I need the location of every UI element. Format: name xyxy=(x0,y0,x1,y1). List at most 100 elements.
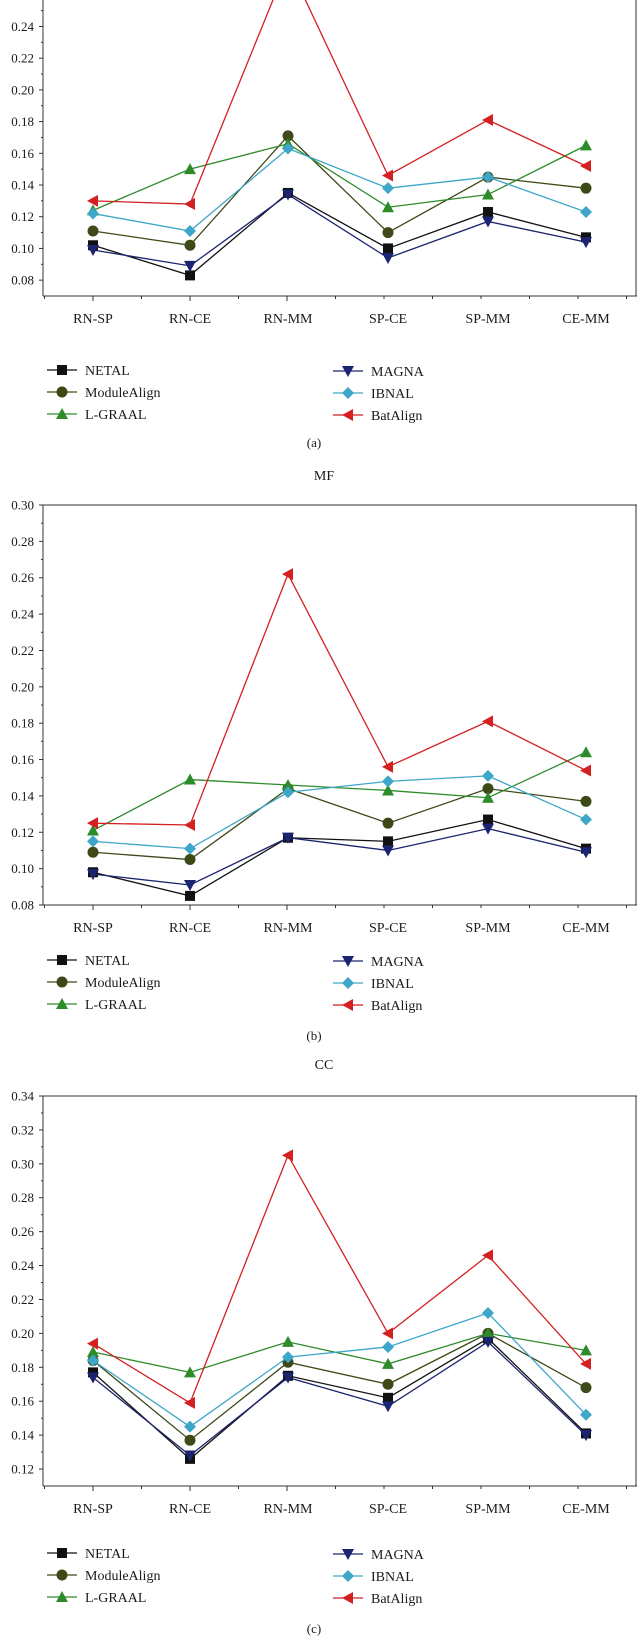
legend-item-l-graal: L-GRAAL xyxy=(47,998,146,1013)
x-tick-label: SP-MM xyxy=(465,921,511,936)
data-point-netal xyxy=(185,890,195,901)
legend-marker-batalign xyxy=(342,409,353,421)
chart-title: MF xyxy=(314,469,334,484)
data-point-ibnal xyxy=(184,1420,196,1433)
data-point-netal xyxy=(185,270,195,281)
legend-item-l-graal: L-GRAAL xyxy=(47,408,146,423)
legend-item-modulealign: ModuleAlign xyxy=(47,386,160,401)
legend-item-ibnal: IBNAL xyxy=(333,977,414,992)
legend-item-modulealign: ModuleAlign xyxy=(47,976,160,991)
data-point-batalign xyxy=(282,1149,293,1162)
data-point-magna xyxy=(282,1372,294,1384)
data-point-magna xyxy=(87,245,99,257)
data-point-netal xyxy=(483,206,493,217)
series-line-l-graal xyxy=(92,143,587,211)
data-point-batalign xyxy=(580,159,591,172)
data-point-l-graal xyxy=(580,746,592,758)
data-point-l-graal xyxy=(382,201,394,213)
legend-label: NETAL xyxy=(85,1547,130,1562)
legend-marker-l-graal xyxy=(56,1591,68,1602)
panel-caption: (b) xyxy=(306,1028,321,1043)
data-point-magna xyxy=(282,832,294,844)
x-tick-label: SP-CE xyxy=(369,312,407,327)
legend-item-modulealign: ModuleAlign xyxy=(47,1569,160,1584)
series-line-netal xyxy=(92,818,587,897)
data-point-magna xyxy=(382,1401,394,1413)
y-tick-label: 0.24 xyxy=(11,1258,34,1273)
data-point-modulealign xyxy=(382,817,394,829)
x-tick-label: RN-CE xyxy=(169,1502,211,1517)
data-point-l-graal xyxy=(482,188,494,200)
series-line-magna xyxy=(92,193,587,267)
data-point-magna xyxy=(282,189,294,201)
data-point-magna xyxy=(580,1430,592,1442)
x-tick-label: RN-MM xyxy=(263,312,313,327)
series-line-modulealign xyxy=(92,1332,587,1442)
legend-marker-ibnal xyxy=(342,387,354,399)
panel-caption: (a) xyxy=(307,435,321,450)
legend-marker-ibnal xyxy=(342,977,354,989)
x-tick-label: SP-CE xyxy=(369,1502,407,1517)
data-point-batalign xyxy=(87,1337,98,1350)
data-point-batalign xyxy=(482,114,493,127)
data-point-modulealign xyxy=(282,130,294,142)
series-line-ibnal xyxy=(92,147,587,232)
data-point-l-graal xyxy=(580,139,592,151)
series-line-netal xyxy=(92,1337,587,1460)
data-point-batalign xyxy=(580,1357,591,1370)
series-line-magna xyxy=(92,827,587,886)
data-point-ibnal xyxy=(282,1351,294,1364)
y-tick-label: 0.28 xyxy=(11,1190,34,1205)
data-point-batalign xyxy=(87,817,98,830)
y-tick-label: 0.10 xyxy=(11,861,34,876)
data-point-l-graal xyxy=(184,163,196,175)
data-point-ibnal xyxy=(580,1408,592,1421)
y-tick-label: 0.18 xyxy=(11,716,34,731)
data-point-l-graal xyxy=(87,824,99,836)
x-tick-label: RN-CE xyxy=(169,921,211,936)
legend-label: IBNAL xyxy=(371,387,414,402)
legend-label: L-GRAAL xyxy=(85,998,146,1013)
y-tick-label: 0.26 xyxy=(11,1224,34,1239)
data-point-magna xyxy=(184,1450,196,1462)
chart-panel-c: CC 0.12 0.14 0.16 0.18 0.20 0.22 0.24 0.26 0.28 0.… xyxy=(11,1058,637,1636)
data-point-l-graal xyxy=(482,791,494,803)
x-tick-label: RN-SP xyxy=(73,312,113,327)
data-point-ibnal xyxy=(282,142,294,155)
legend-marker-modulealign xyxy=(56,976,68,988)
y-tick-label: 0.28 xyxy=(11,534,34,549)
legend-label: L-GRAAL xyxy=(85,1591,146,1606)
x-tick-label: RN-MM xyxy=(263,921,313,936)
y-tick-label: 0.12 xyxy=(11,209,34,224)
chart-title: CC xyxy=(315,1058,334,1073)
series-line-ibnal xyxy=(92,775,587,850)
legend-label: L-GRAAL xyxy=(85,408,146,423)
y-tick-label: 0.18 xyxy=(11,1360,34,1375)
chart-panel-b: MF 0.08 0.10 0.12 0.14 0.16 0.18 0.20 0.22 0.24 0.… xyxy=(11,469,637,1043)
series-line-l-graal xyxy=(92,1332,587,1374)
y-tick-label: 0.20 xyxy=(11,82,34,97)
x-tick-label: SP-CE xyxy=(369,921,407,936)
series-line-ibnal xyxy=(92,1312,587,1428)
y-tick-label: 0.14 xyxy=(11,178,34,193)
x-tick-label: RN-CE xyxy=(169,312,211,327)
legend-item-batalign: BatAlign xyxy=(333,409,422,424)
legend-label: IBNAL xyxy=(371,977,414,992)
data-point-batalign xyxy=(184,819,195,831)
legend-label: ModuleAlign xyxy=(85,976,160,991)
data-point-magna xyxy=(482,823,494,835)
y-tick-label: 0.20 xyxy=(11,679,34,694)
data-point-l-graal xyxy=(184,1366,196,1378)
legend-marker-batalign xyxy=(342,999,353,1011)
x-tick-label: RN-MM xyxy=(263,1502,313,1517)
y-tick-label: 0.12 xyxy=(11,1462,34,1477)
data-point-magna xyxy=(482,216,494,228)
data-point-ibnal xyxy=(482,1307,494,1320)
data-point-ibnal xyxy=(482,171,494,184)
legend-marker-ibnal xyxy=(342,1570,354,1582)
data-point-l-graal xyxy=(87,1346,99,1358)
data-point-magna xyxy=(382,252,394,264)
y-tick-label: 0.10 xyxy=(11,241,34,256)
series-line-batalign xyxy=(92,572,587,826)
legend: NETAL ModuleAlign L-GRAAL MAGNA IBNAL BatAlig… xyxy=(47,364,425,424)
